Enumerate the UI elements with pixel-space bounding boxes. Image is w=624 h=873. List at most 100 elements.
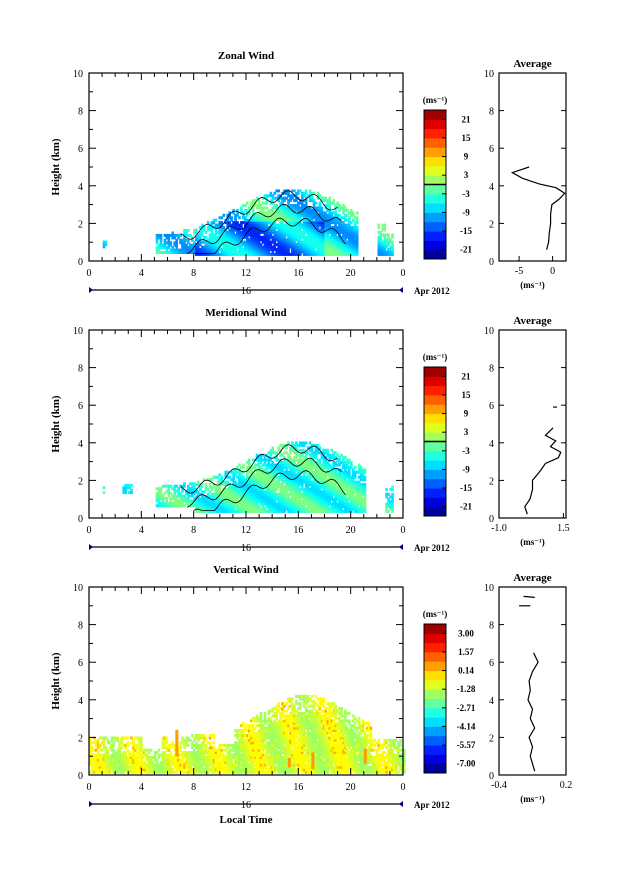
- heatmap-cell: [220, 763, 224, 767]
- heatmap-cell: [248, 507, 251, 511]
- heatmap-cell: [122, 743, 125, 747]
- heatmap-cell: [218, 252, 222, 256]
- heatmap-cell: [391, 233, 394, 237]
- heatmap-cell: [183, 751, 186, 755]
- heatmap-cell: [242, 492, 245, 496]
- heatmap-cell: [108, 756, 112, 759]
- heatmap-cell: [220, 760, 224, 764]
- heatmap-cell: [251, 223, 255, 227]
- heatmap-cell: [253, 509, 257, 513]
- heatmap-cell: [257, 230, 261, 234]
- heatmap-cell: [257, 456, 261, 460]
- heatmap-cell: [92, 763, 96, 767]
- heatmap-cell: [308, 230, 312, 234]
- heatmap-cell: [230, 748, 233, 752]
- heatmap-cell: [246, 497, 249, 501]
- heatmap-cell: [167, 241, 171, 245]
- heatmap-cell: [263, 223, 267, 227]
- heatmap-cell: [228, 500, 231, 504]
- heatmap-cell: [273, 487, 277, 491]
- heatmap-cell: [163, 751, 167, 755]
- heatmap-cell: [187, 241, 190, 245]
- heatmap-cell: [181, 487, 184, 491]
- heatmap-cell: [273, 221, 277, 225]
- heatmap-cell: [273, 238, 277, 242]
- heatmap-cell: [348, 458, 351, 462]
- heatmap-cell: [352, 240, 355, 244]
- heatmap-cell: [220, 248, 224, 251]
- heatmap-cell: [273, 240, 277, 244]
- heatmap-cell: [287, 252, 290, 256]
- heatmap-cell: [357, 475, 361, 479]
- heatmap-cell: [257, 763, 261, 767]
- heatmap-cell: [200, 223, 204, 227]
- heatmap-cell: [242, 497, 245, 501]
- heatmap-cell: [255, 500, 259, 504]
- heatmap-cell: [124, 753, 127, 757]
- heatmap-cell: [326, 461, 330, 464]
- heatmap-cell: [242, 768, 245, 772]
- heatmap-cell: [257, 218, 261, 222]
- heatmap-cell: [206, 753, 210, 757]
- heatmap-cell: [226, 245, 229, 249]
- heatmap-cell: [226, 218, 229, 222]
- heatmap-cell: [281, 191, 284, 195]
- heatmap-cell: [218, 230, 222, 234]
- heatmap-cell: [302, 228, 306, 232]
- heatmap-cell: [328, 485, 331, 489]
- heatmap-cell: [185, 499, 188, 503]
- heatmap-cell: [242, 738, 245, 742]
- heatmap-cell: [142, 760, 145, 764]
- heatmap-cell: [316, 194, 320, 198]
- heatmap-cell: [301, 441, 304, 445]
- heatmap-cell: [330, 495, 333, 499]
- heatmap-cell: [283, 475, 286, 479]
- heatmap-cell: [318, 480, 322, 484]
- heatmap-cell: [210, 758, 214, 762]
- heatmap-cell: [214, 492, 218, 496]
- heatmap-cell: [251, 765, 255, 769]
- heatmap-cell: [279, 221, 282, 225]
- heatmap-cell: [220, 497, 224, 501]
- heatmap-cell: [226, 753, 229, 757]
- heatmap-cell: [196, 756, 200, 759]
- heatmap-cell: [281, 502, 284, 506]
- heatmap-cell: [246, 221, 249, 225]
- heatmap-cell: [281, 475, 284, 479]
- heatmap-cell: [251, 211, 255, 215]
- heatmap-cell: [253, 199, 257, 203]
- heatmap-cell: [255, 243, 259, 247]
- heatmap-cell: [226, 768, 229, 772]
- heatmap-cell: [324, 463, 328, 467]
- heatmap-cell: [193, 248, 196, 252]
- heatmap-cell: [216, 748, 220, 752]
- heatmap-cell: [249, 765, 253, 769]
- heatmap-cell: [334, 500, 337, 504]
- x-tick-label: 20: [346, 268, 356, 279]
- heatmap-cell: [334, 470, 337, 474]
- heatmap-cell: [302, 487, 306, 491]
- heatmap-cell: [257, 748, 261, 752]
- heatmap-cell: [224, 758, 227, 762]
- heatmap-cell: [314, 221, 318, 225]
- heatmap-cell: [291, 458, 294, 462]
- heatmap-cell: [355, 240, 359, 244]
- heatmap-cell: [295, 243, 298, 247]
- heatmap-cell: [230, 233, 233, 237]
- heatmap-cell: [320, 490, 324, 494]
- heatmap-cell: [165, 489, 169, 493]
- heatmap-cell: [155, 246, 159, 250]
- heatmap-cell: [267, 502, 271, 506]
- heatmap-cell: [200, 758, 204, 762]
- heatmap-cell: [336, 204, 339, 207]
- heatmap-cell: [232, 495, 235, 499]
- heatmap-cell: [336, 226, 339, 229]
- heatmap-cell: [318, 451, 322, 455]
- heatmap-cell: [202, 741, 206, 745]
- heatmap-cell: [383, 228, 386, 232]
- heatmap-cell: [279, 451, 282, 455]
- heatmap-cell: [391, 245, 394, 249]
- heatmap-cell: [320, 497, 324, 501]
- heatmap-cell: [200, 230, 204, 234]
